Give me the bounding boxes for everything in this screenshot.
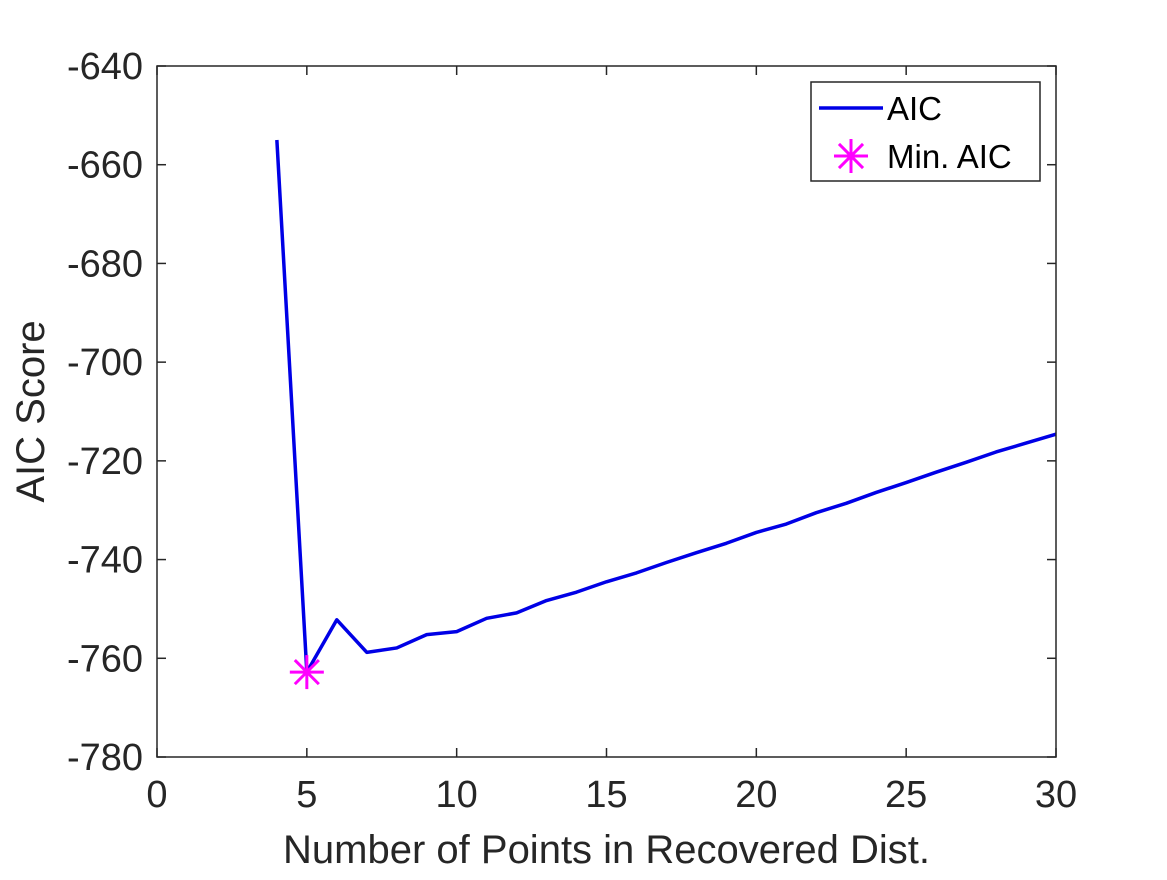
y-tick-label: -660 [67,145,143,187]
x-tick-label: 25 [885,774,927,816]
x-tick-label: 5 [296,774,317,816]
x-tick-label: 15 [585,774,627,816]
y-axis-label: AIC Score [9,320,53,502]
y-tick-label: -760 [67,638,143,680]
legend: AIC Min. AIC [811,82,1040,181]
y-tick-label: -740 [67,540,143,582]
x-tick-label: 10 [436,774,478,816]
x-tick-label: 20 [735,774,777,816]
x-tick-label: 30 [1035,774,1077,816]
legend-label: AIC [887,90,942,127]
y-tick-label: -680 [67,243,143,285]
x-axis-label: Number of Points in Recovered Dist. [283,828,930,872]
y-tick-label: -780 [67,737,143,779]
legend-label: Min. AIC [887,138,1012,175]
y-tick-label: -640 [67,46,143,88]
y-tick-label: -700 [67,342,143,384]
legend-swatch-asterisk [834,139,868,173]
min-aic-marker [290,655,324,689]
y-tick-label: -720 [67,441,143,483]
x-tick-label: 0 [146,774,167,816]
